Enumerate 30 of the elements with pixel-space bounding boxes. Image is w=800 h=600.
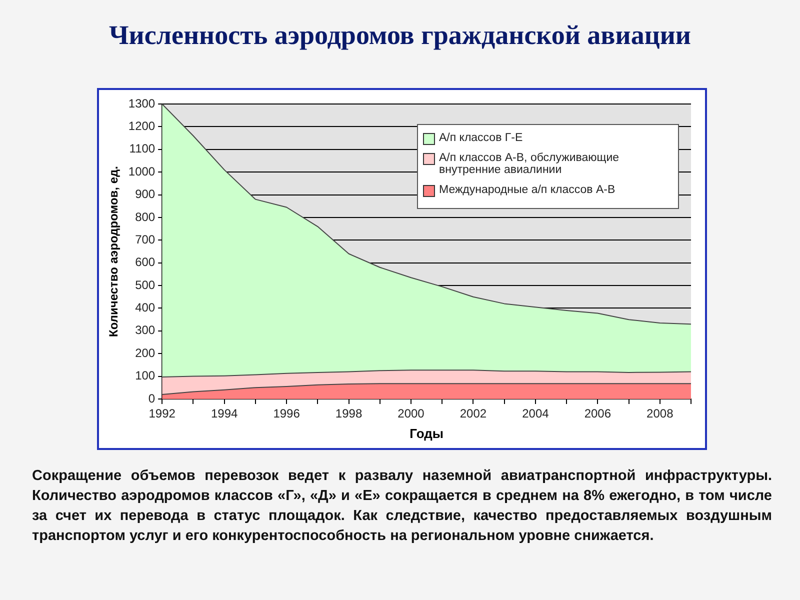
legend-label: Международные а/п классов А-В <box>439 184 616 196</box>
y-tick-label: 800 <box>135 210 156 224</box>
text: Сокращение объемов перевозок ведет к развалу наземной авиатранспортной инфраструктуры. Количество аэродромов классов «Г», «Д» и «Е» сокращается в среднем на 8% ежегодно, в том числе за счет их перевода в статус площадок. Как следствие, качество предоставляемых воздушным транспортом услуг и его конкурентоспособность на региональном уровне снижается. <box>32 467 772 546</box>
x-tick-label: 1994 <box>210 406 238 421</box>
x-tick-label: 1996 <box>273 406 300 421</box>
y-tick-label: 0 <box>148 391 156 406</box>
y-tick-label: 300 <box>135 323 156 338</box>
y-tick-label: 1300 <box>128 96 156 110</box>
y-tick-label: 100 <box>135 368 156 383</box>
y-tick-label: 1000 <box>128 164 156 178</box>
y-tick-label: 400 <box>135 300 156 315</box>
legend-label: А/п классов Г-Е <box>439 132 523 144</box>
x-tick-label: 2008 <box>646 406 674 421</box>
y-tick-label: 200 <box>135 346 156 360</box>
x-tick-label: 2002 <box>460 406 487 421</box>
x-tick-label: 1992 <box>148 406 176 421</box>
x-tick-label: 2006 <box>584 406 612 421</box>
legend-label: А/п классов А-В, обслуживающие внутренние авиалинии <box>439 152 620 176</box>
y-axis-title: Количество аэродромов, ед. <box>106 166 121 337</box>
x-tick-label: 2000 <box>398 406 425 421</box>
y-tick-label: 700 <box>135 232 156 246</box>
x-axis-title: Годы <box>410 426 444 441</box>
x-tick-label: 2004 <box>522 406 550 421</box>
y-tick-label: 1200 <box>128 119 156 134</box>
y-tick-label: 900 <box>135 187 156 202</box>
chart-title: Численность аэродромов гражданской авиации <box>108 20 692 51</box>
x-tick-label: 1998 <box>335 406 362 421</box>
y-tick-label: 1100 <box>129 142 156 156</box>
y-tick-label: 600 <box>135 255 156 270</box>
y-tick-label: 500 <box>135 278 156 292</box>
